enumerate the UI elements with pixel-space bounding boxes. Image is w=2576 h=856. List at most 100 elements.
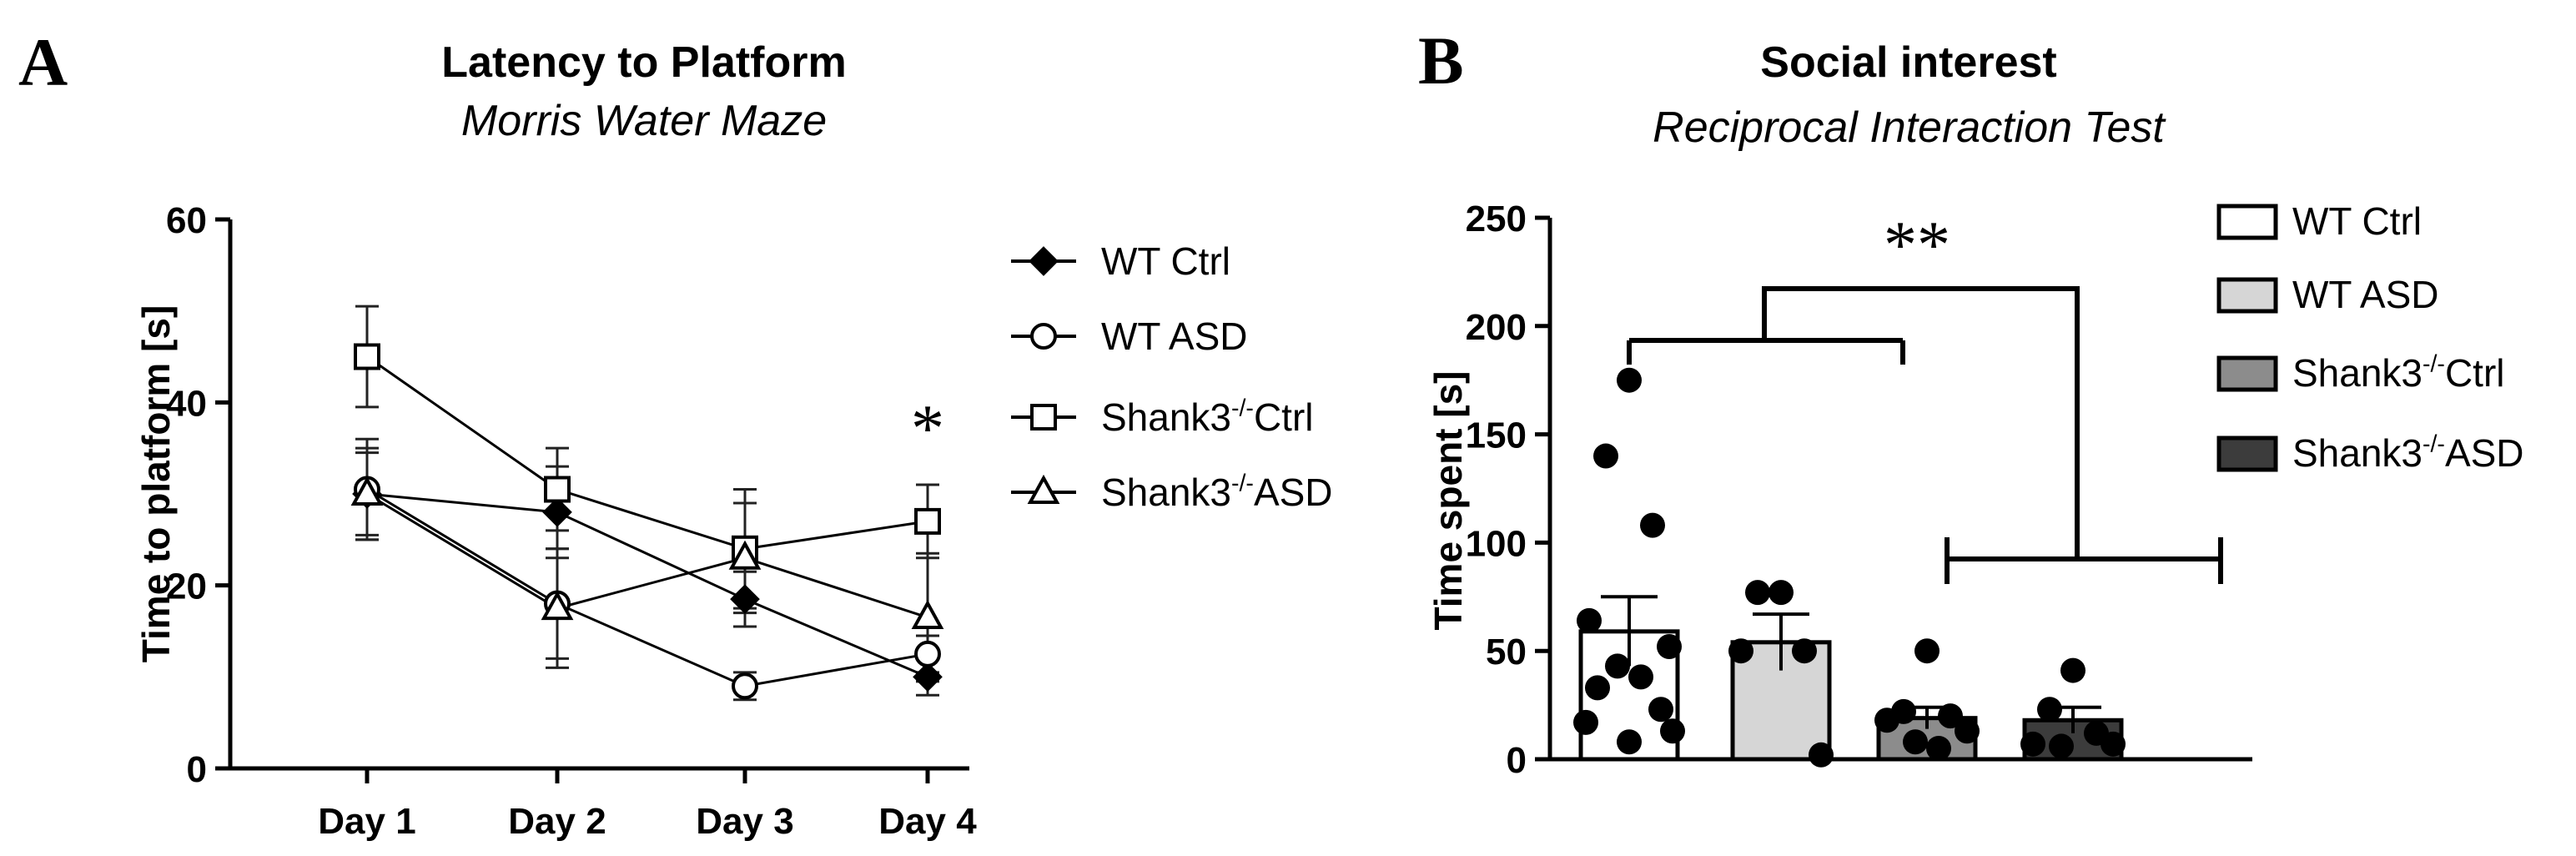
legend-label-shank3-ctrl: Shank3-/-Ctrl xyxy=(2292,351,2504,395)
point-wt-ctrl xyxy=(1660,718,1685,744)
marker-shank3-ctrl xyxy=(914,507,941,535)
point-wt-ctrl xyxy=(1657,634,1682,660)
legend-label-shank3-ctrl: Shank3-/-Ctrl xyxy=(1101,395,1313,439)
marker-shank3-ctrl xyxy=(544,476,571,503)
point-shank3-asd xyxy=(2020,731,2045,757)
point-shank3-ctrl xyxy=(1903,729,1928,755)
marker-shank3-asd xyxy=(541,590,574,621)
point-wt-asd xyxy=(1768,580,1794,606)
marker-shank3-ctrl xyxy=(354,343,380,370)
bracket-left-group xyxy=(1627,338,1905,365)
marker-wt-asd xyxy=(732,672,758,700)
chart-a-significance: * xyxy=(911,392,944,466)
legend-marker-shank3-asd xyxy=(1027,474,1060,504)
y-tick-label: 250 xyxy=(1466,199,1527,239)
legend-label-wt-ctrl: WT Ctrl xyxy=(1101,239,1230,283)
x-tick-label: Day 4 xyxy=(878,801,977,842)
point-shank3-ctrl xyxy=(1926,736,1951,762)
point-shank3-asd xyxy=(2037,697,2062,723)
panel-b: B Social interest Reciprocal Interaction… xyxy=(1418,23,2524,781)
point-wt-asd xyxy=(1745,580,1770,606)
point-wt-ctrl xyxy=(1585,675,1610,701)
point-wt-ctrl xyxy=(1617,729,1642,755)
y-tick-label: 40 xyxy=(166,383,207,424)
legend-label-wt-ctrl: WT Ctrl xyxy=(2292,199,2422,243)
legend-label-wt-asd: WT ASD xyxy=(2292,273,2439,316)
point-shank3-asd xyxy=(2049,733,2074,759)
marker-wt-ctrl xyxy=(542,497,572,527)
y-tick-label: 200 xyxy=(1466,307,1527,348)
series-line-shank3-ctrl xyxy=(366,355,928,551)
marker-wt-asd xyxy=(914,640,941,667)
point-shank3-ctrl xyxy=(1938,703,1963,729)
legend-swatch-shank3-ctrl xyxy=(2216,355,2278,392)
marker-wt-ctrl xyxy=(730,584,760,614)
marker-shank3-asd xyxy=(728,540,762,570)
legend-label-shank3-asd: Shank3-/-ASD xyxy=(2292,431,2524,475)
series-line-wt-asd xyxy=(366,488,928,687)
chart-a-error-bars xyxy=(355,305,939,702)
chart-a-axes: 0 20 40 60 Day 1 Day 2 Day 3 Day 4 xyxy=(166,200,977,842)
x-tick-label: Day 2 xyxy=(508,801,606,842)
chart-a-markers xyxy=(350,343,944,700)
point-wt-ctrl xyxy=(1640,512,1665,538)
marker-shank3-asd xyxy=(350,476,384,506)
point-wt-asd xyxy=(1792,638,1817,664)
point-wt-ctrl xyxy=(1617,367,1642,393)
x-tick-label: Day 1 xyxy=(318,801,415,842)
legend-label-shank3-asd: Shank3-/-ASD xyxy=(1101,471,1333,514)
legend-marker-wt-ctrl xyxy=(1029,246,1059,276)
error-bar-wt-asd xyxy=(1753,612,1809,671)
legend-swatch-wt-ctrl xyxy=(2216,204,2278,240)
point-shank3-ctrl xyxy=(1914,638,1940,664)
y-tick-label: 0 xyxy=(1507,740,1527,781)
chart-b-title: Social interest xyxy=(1760,38,2056,87)
legend-label-wt-asd: WT ASD xyxy=(1101,315,1248,358)
panel-label-a: A xyxy=(18,24,68,100)
y-tick-label: 50 xyxy=(1486,632,1527,672)
chart-a-title: Latency to Platform xyxy=(441,38,846,87)
point-wt-ctrl xyxy=(1628,664,1653,690)
point-wt-asd xyxy=(1728,638,1753,664)
point-wt-ctrl xyxy=(1648,697,1673,723)
y-tick-label: 60 xyxy=(166,200,207,241)
y-tick-label: 150 xyxy=(1466,415,1527,456)
x-tick-label: Day 3 xyxy=(696,801,793,842)
panel-label-b: B xyxy=(1418,23,1464,98)
y-tick-label: 100 xyxy=(1466,523,1527,564)
point-wt-ctrl xyxy=(1577,607,1602,633)
series-line-wt-ctrl xyxy=(366,492,928,678)
point-wt-ctrl xyxy=(1573,709,1598,735)
legend-swatch-wt-asd xyxy=(2216,277,2278,314)
y-tick-label: 0 xyxy=(187,749,207,790)
chart-a-legend: WT Ctrl WT ASD Shank3-/-Ctrl Shank3-/-ASD xyxy=(1011,239,1333,514)
chart-b-significance-brackets xyxy=(1627,286,2223,584)
chart-b-error-bars xyxy=(1601,595,2101,733)
marker-shank3-asd xyxy=(911,599,944,630)
chart-b-axes: 0 50 100 150 200 250 xyxy=(1466,199,2252,781)
legend-marker-wt-asd xyxy=(1030,323,1057,350)
chart-b-subtitle: Reciprocal Interaction Test xyxy=(1653,103,2166,152)
series-line-shank3-asd xyxy=(366,492,928,619)
chart-a-series-lines xyxy=(366,355,928,687)
bracket-connector xyxy=(1762,286,2080,559)
panel-a: A Latency to Platform Morris Water Maze … xyxy=(18,24,1333,842)
point-wt-asd xyxy=(1809,742,1834,768)
chart-b-points xyxy=(1573,367,2126,768)
point-shank3-ctrl xyxy=(1955,718,1980,744)
chart-b-legend: WT Ctrl WT ASD Shank3-/-Ctrl Shank3-/-ASD xyxy=(2216,199,2524,475)
point-shank3-asd xyxy=(2101,731,2126,757)
chart-b-ylabel: Time spent [s] xyxy=(1426,371,1470,631)
point-wt-ctrl xyxy=(1605,653,1630,679)
chart-a-subtitle: Morris Water Maze xyxy=(461,97,827,145)
legend-marker-shank3-ctrl xyxy=(1030,404,1057,431)
point-shank3-asd xyxy=(2060,657,2085,683)
error-bar-wt-ctrl xyxy=(1601,595,1658,667)
chart-a-ylabel: Time to platform [s] xyxy=(134,305,178,663)
marker-wt-ctrl xyxy=(913,662,943,692)
y-tick-label: 20 xyxy=(166,566,207,607)
legend-swatch-shank3-asd xyxy=(2216,436,2278,472)
bracket-right-group xyxy=(1945,537,2223,584)
point-wt-ctrl xyxy=(1593,443,1618,469)
